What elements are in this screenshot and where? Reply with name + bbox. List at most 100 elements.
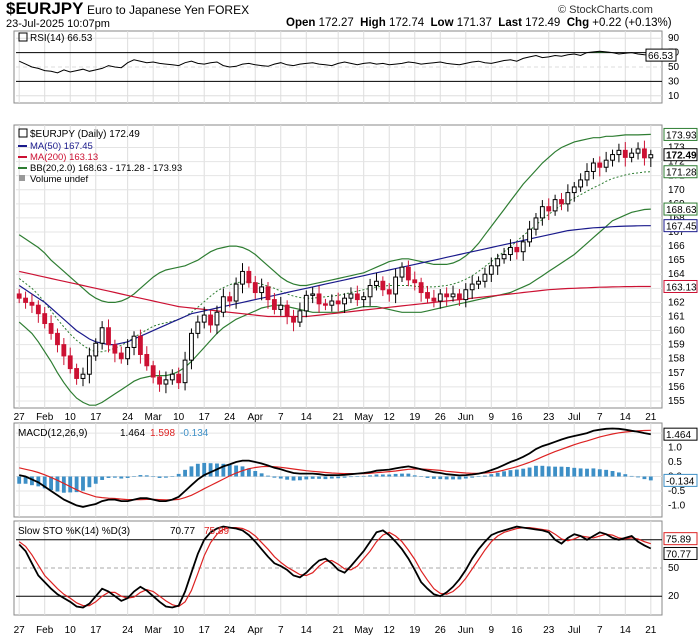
candle-body [61, 344, 67, 357]
candle-body [361, 296, 367, 301]
macd-hist-bar [234, 465, 239, 477]
candle-body [240, 270, 245, 285]
candle-body [323, 303, 328, 306]
macd-hist-bar [572, 467, 577, 477]
x-label-price: Feb [36, 412, 54, 423]
macd-hist-bar [368, 475, 373, 477]
candle-body [495, 258, 501, 267]
price-y-label: 165 [668, 255, 685, 266]
candle-body [284, 304, 290, 317]
x-label-price: 10 [173, 412, 185, 423]
macd-hist-bar [425, 476, 430, 478]
macd-hist-bar [68, 476, 73, 493]
price-legend-symbol: $EURJPY (Daily) 172.49 [30, 129, 140, 140]
candle-body [642, 148, 647, 159]
macd-hist-bar [259, 473, 264, 477]
candle-body [488, 265, 494, 275]
bb-legend-text: BB(20,2.0) 168.63 - 171.28 - 173.93 [30, 163, 182, 174]
candle-body [648, 154, 654, 159]
candle-body [176, 373, 182, 384]
macd-signal-value: 1.598 [150, 428, 175, 439]
last-label: Last [498, 17, 522, 29]
macd-hist-bar [74, 476, 79, 493]
rsi-value-tag-box [645, 48, 677, 62]
price-y-label: 156 [668, 382, 685, 393]
rsi-y-label: 30 [668, 76, 680, 87]
candle-body [482, 273, 488, 282]
macd-y-label: -0.5 [668, 486, 686, 497]
candle-body [220, 296, 226, 313]
candle-body [590, 162, 596, 172]
candle-body [559, 199, 564, 205]
x-label-price: May [354, 412, 373, 423]
candle-body [74, 368, 80, 379]
macd-hist-bar [208, 463, 213, 477]
macd-hist-bar [642, 476, 647, 480]
price-value-tag-box [663, 127, 698, 141]
candle-body [125, 346, 131, 360]
macd-hist-bar [578, 468, 583, 477]
price-value-tag-box [663, 219, 698, 233]
candle-body [189, 332, 194, 361]
x-label-sto: 24 [224, 625, 236, 636]
price-y-label: 159 [668, 340, 685, 351]
candle-body [208, 314, 214, 326]
price-legend-swatch [18, 128, 28, 138]
x-label-price: 10 [65, 412, 77, 423]
macd-hist-bar [470, 476, 475, 478]
macd-hist-bar [604, 469, 609, 477]
macd-legend-value: 1.464 [120, 428, 145, 439]
price-y-label: 160 [668, 326, 685, 337]
macd-hist-bar [119, 476, 124, 479]
price-y-label: 170 [668, 185, 685, 196]
sto-value-tag-box [663, 532, 698, 546]
open-value: 172.27 [318, 17, 354, 29]
sto-value-tag: 70.77 [666, 549, 691, 560]
candle-body [514, 246, 520, 253]
macd-hist-bar [400, 473, 404, 477]
price-legend: $EURJPY (Daily) 172.49 MA(50) 167.45 MA(… [18, 128, 182, 185]
macd-value-tag: -0.134 [666, 476, 695, 487]
x-label-sto: 14 [301, 625, 313, 636]
macd-hist-bar [361, 475, 366, 477]
x-label-price: 16 [511, 412, 523, 423]
sto-y-label: 50 [668, 563, 680, 574]
x-label-sto: Feb [36, 625, 54, 636]
macd-hist-bar [240, 466, 245, 477]
macd-hist-bar [310, 476, 315, 479]
candle-body [552, 199, 558, 212]
chart-header: $EURJPY Euro to Japanese Yen FOREX 23-Ju… [0, 0, 700, 34]
candle-body [55, 332, 60, 346]
x-label-price: 23 [543, 412, 555, 423]
macd-hist-bar [329, 476, 334, 479]
macd-hist-bar [463, 476, 468, 479]
sto-legend: Slow STO %K(14) %D(3) 70.77 75.89 [18, 526, 229, 537]
x-label-sto: Jun [458, 625, 474, 636]
price-value-tag: 172.49 [666, 151, 697, 162]
macd-hist-bar [278, 476, 283, 479]
price-value-tag-box [663, 165, 698, 179]
low-value: 171.37 [456, 17, 492, 29]
price-y-label: 158 [668, 354, 685, 365]
x-label-sto: 7 [278, 625, 284, 636]
rsi-legend: RSI(14) 66.53 [18, 32, 93, 44]
sto-d-line [18, 527, 651, 608]
x-label-price: 14 [301, 412, 313, 423]
candle-body [29, 301, 35, 306]
volume-legend-swatch [19, 175, 25, 181]
macd-hist-bar [406, 473, 411, 477]
candle-body [80, 373, 86, 379]
candle-body [227, 296, 233, 302]
macd-hist-bar [272, 476, 277, 478]
x-label-price: 21 [645, 412, 657, 423]
candle-body [539, 206, 545, 219]
axis-labels: 27 27 Feb Feb 10 10 17 17 24 24 Mar Mar 10 10 17 17 24 24… [14, 33, 698, 636]
candle-body [265, 286, 271, 301]
macd-hist-bar [100, 476, 105, 480]
price-value-tag-box [663, 202, 698, 216]
candle-body [501, 254, 507, 260]
candle-body [629, 152, 635, 158]
sto-k-line [18, 525, 652, 609]
sto-k-value: 70.77 [170, 526, 195, 537]
